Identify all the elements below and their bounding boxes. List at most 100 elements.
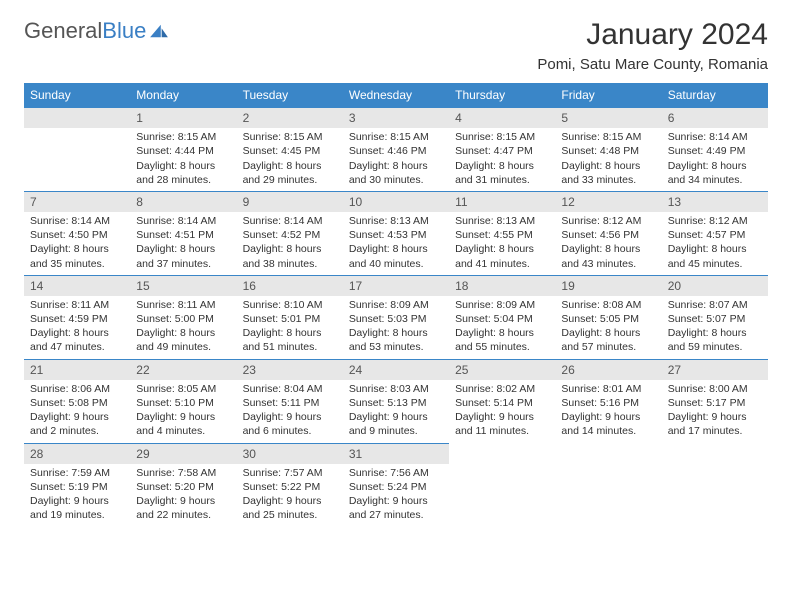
day-details: Sunrise: 8:03 AMSunset: 5:13 PMDaylight:… [343, 380, 449, 443]
calendar-cell: 29Sunrise: 7:58 AMSunset: 5:20 PMDayligh… [130, 443, 236, 527]
day-number: 20 [662, 275, 768, 296]
calendar-table: SundayMondayTuesdayWednesdayThursdayFrid… [24, 83, 768, 526]
detail-line: Sunset: 5:00 PM [136, 312, 230, 326]
detail-line: Sunrise: 8:05 AM [136, 382, 230, 396]
calendar-cell: 2Sunrise: 8:15 AMSunset: 4:45 PMDaylight… [237, 107, 343, 191]
calendar-cell: 30Sunrise: 7:57 AMSunset: 5:22 PMDayligh… [237, 443, 343, 527]
day-details: Sunrise: 8:10 AMSunset: 5:01 PMDaylight:… [237, 296, 343, 359]
calendar-cell: 12Sunrise: 8:12 AMSunset: 4:56 PMDayligh… [555, 191, 661, 275]
detail-line: and 11 minutes. [455, 424, 549, 438]
day-details: Sunrise: 8:12 AMSunset: 4:57 PMDaylight:… [662, 212, 768, 275]
calendar-cell: 17Sunrise: 8:09 AMSunset: 5:03 PMDayligh… [343, 275, 449, 359]
detail-line: Sunset: 4:49 PM [668, 144, 762, 158]
day-number: 11 [449, 191, 555, 212]
detail-line: Sunrise: 8:06 AM [30, 382, 124, 396]
day-number: 15 [130, 275, 236, 296]
detail-line: Sunset: 4:55 PM [455, 228, 549, 242]
day-number: 1 [130, 107, 236, 128]
calendar-cell [449, 443, 555, 527]
day-number: 8 [130, 191, 236, 212]
day-details: Sunrise: 8:15 AMSunset: 4:46 PMDaylight:… [343, 128, 449, 191]
logo-word2: Blue [102, 18, 146, 43]
detail-line: Sunset: 4:51 PM [136, 228, 230, 242]
detail-line: and 28 minutes. [136, 173, 230, 187]
day-number: 31 [343, 443, 449, 464]
day-details: Sunrise: 8:14 AMSunset: 4:49 PMDaylight:… [662, 128, 768, 191]
detail-line: and 4 minutes. [136, 424, 230, 438]
detail-line: Sunset: 4:46 PM [349, 144, 443, 158]
detail-line: Sunset: 4:56 PM [561, 228, 655, 242]
calendar-cell: 31Sunrise: 7:56 AMSunset: 5:24 PMDayligh… [343, 443, 449, 527]
detail-line: Daylight: 9 hours [455, 410, 549, 424]
detail-line: and 35 minutes. [30, 257, 124, 271]
weekday-header: Saturday [662, 83, 768, 107]
detail-line: Sunset: 5:19 PM [30, 480, 124, 494]
logo-sail-icon [148, 23, 170, 39]
calendar-row: 14Sunrise: 8:11 AMSunset: 4:59 PMDayligh… [24, 275, 768, 359]
calendar-cell: 23Sunrise: 8:04 AMSunset: 5:11 PMDayligh… [237, 359, 343, 443]
detail-line: and 14 minutes. [561, 424, 655, 438]
day-number: 2 [237, 107, 343, 128]
detail-line: and 55 minutes. [455, 340, 549, 354]
calendar-cell [555, 443, 661, 527]
day-details: Sunrise: 8:13 AMSunset: 4:53 PMDaylight:… [343, 212, 449, 275]
header: GeneralBlue January 2024 Pomi, Satu Mare… [24, 18, 768, 73]
calendar-cell: 19Sunrise: 8:08 AMSunset: 5:05 PMDayligh… [555, 275, 661, 359]
detail-line: and 47 minutes. [30, 340, 124, 354]
detail-line: Sunrise: 8:10 AM [243, 298, 337, 312]
calendar-cell: 24Sunrise: 8:03 AMSunset: 5:13 PMDayligh… [343, 359, 449, 443]
detail-line: Daylight: 8 hours [243, 326, 337, 340]
detail-line: and 33 minutes. [561, 173, 655, 187]
calendar-cell [24, 107, 130, 191]
detail-line: Daylight: 8 hours [668, 326, 762, 340]
day-number: 4 [449, 107, 555, 128]
detail-line: Daylight: 9 hours [136, 494, 230, 508]
detail-line: Daylight: 8 hours [455, 326, 549, 340]
detail-line: Daylight: 9 hours [349, 494, 443, 508]
weekday-header: Monday [130, 83, 236, 107]
detail-line: Sunrise: 7:59 AM [30, 466, 124, 480]
detail-line: and 53 minutes. [349, 340, 443, 354]
detail-line: Sunrise: 8:09 AM [455, 298, 549, 312]
detail-line: and 43 minutes. [561, 257, 655, 271]
detail-line: Sunset: 5:13 PM [349, 396, 443, 410]
day-details: Sunrise: 8:15 AMSunset: 4:47 PMDaylight:… [449, 128, 555, 191]
detail-line: Sunrise: 8:15 AM [136, 130, 230, 144]
location-text: Pomi, Satu Mare County, Romania [537, 56, 768, 73]
detail-line: Daylight: 8 hours [561, 326, 655, 340]
detail-line: Sunrise: 8:09 AM [349, 298, 443, 312]
detail-line: Daylight: 8 hours [243, 242, 337, 256]
day-details: Sunrise: 8:01 AMSunset: 5:16 PMDaylight:… [555, 380, 661, 443]
detail-line: and 25 minutes. [243, 508, 337, 522]
detail-line: Sunset: 5:05 PM [561, 312, 655, 326]
day-number: 12 [555, 191, 661, 212]
day-number: 25 [449, 359, 555, 380]
day-details: Sunrise: 8:15 AMSunset: 4:44 PMDaylight:… [130, 128, 236, 191]
detail-line: Sunset: 4:45 PM [243, 144, 337, 158]
detail-line: Sunset: 5:11 PM [243, 396, 337, 410]
calendar-cell: 1Sunrise: 8:15 AMSunset: 4:44 PMDaylight… [130, 107, 236, 191]
day-details: Sunrise: 8:12 AMSunset: 4:56 PMDaylight:… [555, 212, 661, 275]
calendar-cell: 8Sunrise: 8:14 AMSunset: 4:51 PMDaylight… [130, 191, 236, 275]
calendar-header-row: SundayMondayTuesdayWednesdayThursdayFrid… [24, 83, 768, 107]
detail-line: Sunset: 4:52 PM [243, 228, 337, 242]
calendar-cell: 28Sunrise: 7:59 AMSunset: 5:19 PMDayligh… [24, 443, 130, 527]
detail-line: Sunset: 5:10 PM [136, 396, 230, 410]
detail-line: Sunset: 5:16 PM [561, 396, 655, 410]
detail-line: and 49 minutes. [136, 340, 230, 354]
calendar-row: 21Sunrise: 8:06 AMSunset: 5:08 PMDayligh… [24, 359, 768, 443]
detail-line: Sunrise: 8:04 AM [243, 382, 337, 396]
day-number-empty [24, 107, 130, 128]
logo-word1: General [24, 18, 102, 43]
detail-line: Sunset: 5:24 PM [349, 480, 443, 494]
calendar-row: 7Sunrise: 8:14 AMSunset: 4:50 PMDaylight… [24, 191, 768, 275]
day-number: 29 [130, 443, 236, 464]
day-details: Sunrise: 8:02 AMSunset: 5:14 PMDaylight:… [449, 380, 555, 443]
detail-line: Sunset: 4:59 PM [30, 312, 124, 326]
detail-line: and 17 minutes. [668, 424, 762, 438]
day-number: 22 [130, 359, 236, 380]
detail-line: Daylight: 8 hours [136, 159, 230, 173]
detail-line: Sunrise: 7:57 AM [243, 466, 337, 480]
detail-line: Sunrise: 8:12 AM [668, 214, 762, 228]
day-details: Sunrise: 8:11 AMSunset: 5:00 PMDaylight:… [130, 296, 236, 359]
